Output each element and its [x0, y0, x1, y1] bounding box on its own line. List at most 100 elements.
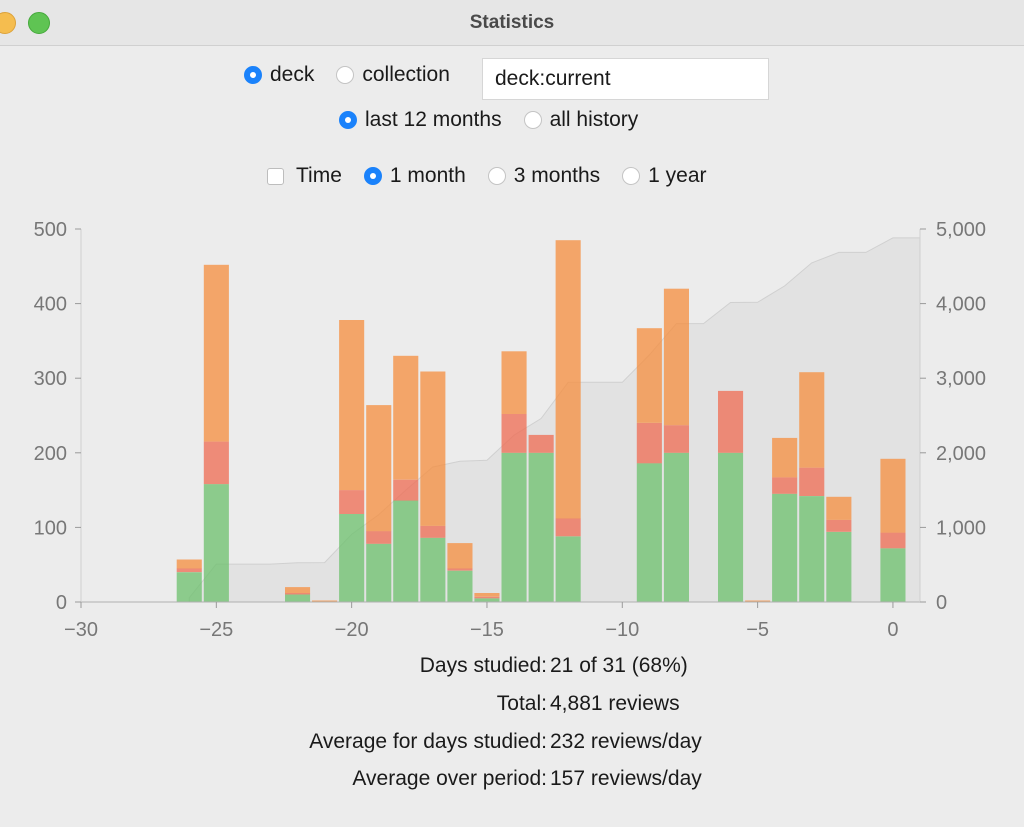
- x-tick-label: −20: [335, 619, 369, 641]
- bar-young: [826, 531, 852, 602]
- 1-year-radio[interactable]: [622, 167, 641, 185]
- bar-learn: [447, 543, 473, 569]
- all-history-label: all history: [549, 108, 639, 131]
- bar-relearn: [663, 425, 689, 453]
- bar-young: [447, 570, 473, 602]
- period-1-year-option[interactable]: 1 year: [622, 164, 707, 188]
- last-12-months-label: last 12 months: [365, 108, 502, 131]
- bar-young: [203, 484, 229, 602]
- bar-young: [636, 463, 662, 602]
- bar-learn: [799, 372, 825, 468]
- bar-learn: [366, 405, 392, 532]
- y2-tick-label: 3,000: [936, 368, 986, 390]
- 1-month-label: 1 month: [389, 164, 466, 187]
- stat-label: Average for days studied:: [309, 730, 547, 753]
- bar-relearn: [420, 525, 446, 538]
- bar-relearn: [718, 390, 744, 453]
- bar-learn: [176, 559, 202, 569]
- bar-relearn: [393, 479, 419, 501]
- bar-young: [799, 496, 825, 602]
- bar-relearn: [880, 532, 906, 549]
- y2-tick-label: 2,000: [936, 443, 986, 465]
- stat-average-days-studied: Average for days studied: 232 reviews/da…: [0, 730, 1024, 758]
- period-3-months-option[interactable]: 3 months: [487, 164, 601, 188]
- y2-tick-label: 0: [936, 592, 947, 614]
- x-tick-label: −30: [64, 619, 98, 641]
- scope-options: deck collection: [244, 63, 450, 87]
- search-input[interactable]: [482, 58, 769, 100]
- 1-year-label: 1 year: [648, 164, 707, 187]
- bar-learn: [339, 320, 365, 491]
- x-tick-label: −10: [605, 619, 639, 641]
- stat-label: Total:: [496, 692, 547, 715]
- bar-young: [366, 543, 392, 602]
- stat-days-studied: Days studied: 21 of 31 (68%): [0, 654, 1024, 682]
- x-tick-label: 0: [887, 619, 898, 641]
- bar-learn: [501, 351, 527, 414]
- all-history-radio[interactable]: [523, 111, 542, 129]
- bar-young: [393, 500, 419, 602]
- y-tick-label: 0: [56, 592, 67, 614]
- bar-young: [474, 598, 500, 602]
- bar-relearn: [474, 596, 500, 599]
- time-checkbox[interactable]: [267, 167, 284, 185]
- bar-relearn: [826, 519, 852, 532]
- bar-young: [420, 537, 446, 602]
- bar-young: [528, 452, 554, 602]
- bar-relearn: [176, 568, 202, 573]
- y-tick-label: 100: [34, 517, 67, 539]
- bar-learn: [636, 328, 662, 423]
- bar-young: [663, 452, 689, 602]
- bar-young: [718, 452, 744, 602]
- collection-radio[interactable]: [336, 66, 355, 84]
- bar-relearn: [772, 477, 798, 494]
- bar-relearn: [339, 490, 365, 514]
- bar-relearn: [447, 568, 473, 571]
- period-1-month-option[interactable]: 1 month: [363, 164, 466, 188]
- stat-value: 21 of 31 (68%): [550, 654, 688, 677]
- deck-radio[interactable]: [244, 66, 262, 84]
- bar-learn: [555, 240, 581, 519]
- stat-value: 232 reviews/day: [550, 730, 702, 753]
- 1-month-radio[interactable]: [363, 167, 382, 185]
- scope-deck-option[interactable]: deck: [244, 63, 314, 87]
- bar-learn: [285, 587, 311, 594]
- window-title: Statistics: [469, 12, 555, 33]
- stat-average-over-period: Average over period: 157 reviews/day: [0, 767, 1024, 795]
- bar-relearn: [366, 531, 392, 544]
- stat-value: 157 reviews/day: [550, 767, 702, 790]
- scope-collection-option[interactable]: collection: [336, 63, 450, 87]
- bar-relearn: [501, 414, 527, 453]
- minimize-window-button[interactable]: [0, 12, 16, 34]
- stat-label: Days studied:: [419, 654, 547, 677]
- y-tick-label: 400: [34, 294, 67, 316]
- bar-learn: [880, 458, 906, 533]
- bar-young: [555, 536, 581, 602]
- bar-learn: [420, 371, 446, 526]
- bar-learn: [745, 600, 771, 602]
- zoom-window-button[interactable]: [28, 12, 50, 34]
- period-options: Time 1 month 3 months 1 year: [267, 164, 707, 188]
- history-all-option[interactable]: all history: [523, 108, 639, 132]
- bar-young: [339, 514, 365, 602]
- bar-relearn: [555, 518, 581, 537]
- bar-relearn: [799, 467, 825, 496]
- y2-tick-label: 4,000: [936, 294, 986, 316]
- x-tick-label: −5: [746, 619, 769, 641]
- time-option[interactable]: Time: [267, 164, 342, 188]
- y2-tick-label: 1,000: [936, 517, 986, 539]
- last-12-months-radio[interactable]: [339, 111, 357, 129]
- bar-young: [176, 572, 202, 602]
- bar-learn: [826, 496, 852, 520]
- y-tick-label: 200: [34, 443, 67, 465]
- y-tick-label: 300: [34, 368, 67, 390]
- bar-learn: [772, 437, 798, 478]
- bar-young: [880, 548, 906, 602]
- 3-months-label: 3 months: [513, 164, 601, 187]
- bar-learn: [203, 264, 229, 442]
- time-label: Time: [296, 164, 342, 187]
- bar-learn: [474, 593, 500, 597]
- history-last-12-months-option[interactable]: last 12 months: [339, 108, 502, 132]
- collection-label: collection: [362, 63, 450, 86]
- 3-months-radio[interactable]: [487, 167, 506, 185]
